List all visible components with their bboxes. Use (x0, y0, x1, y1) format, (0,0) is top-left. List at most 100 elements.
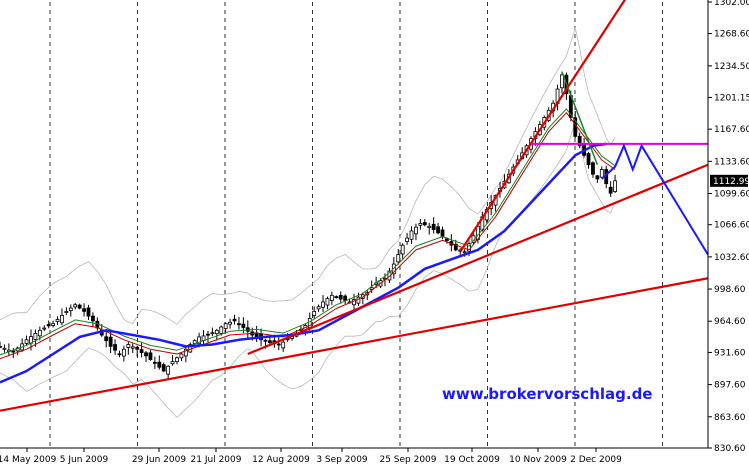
candle-body (130, 346, 135, 349)
candle-body (179, 353, 184, 359)
candle-body (613, 180, 617, 192)
candle-body (108, 336, 113, 347)
candle-body (586, 153, 591, 166)
x-tick-label: 5 Jun 2009 (60, 455, 109, 464)
x-tick-label: 14 May 2009 (0, 455, 57, 464)
candle-body (117, 353, 122, 356)
candle-body (139, 349, 144, 353)
candle-body (0, 345, 2, 348)
candle-body (77, 304, 82, 309)
candle-body (37, 329, 42, 337)
candle-body (144, 352, 148, 357)
candle-body (183, 348, 188, 357)
axes (0, 0, 709, 449)
candle-body (338, 294, 343, 300)
candle-body (60, 315, 64, 324)
y-tick-label: 1066.60 (714, 221, 749, 231)
candle-body (82, 308, 86, 312)
candle-body (42, 327, 47, 330)
candle-body (157, 361, 162, 368)
y-tick-label: 964.60 (714, 317, 746, 327)
candle-body (228, 321, 233, 325)
annotation-lines (0, 0, 709, 412)
candle-body (223, 323, 228, 329)
candle-body (170, 361, 175, 365)
candle-body (595, 175, 600, 180)
candle-body (577, 135, 582, 147)
x-tick-label: 12 Aug 2009 (252, 455, 310, 464)
candle-body (599, 169, 604, 178)
candle-body (241, 323, 246, 328)
y-axis-ticks: 1302.00 1268.60 1234.50 1201.15 1167.60 1133.… (708, 0, 749, 454)
candle-body (33, 333, 38, 340)
candle-body (24, 339, 29, 344)
candle-body (409, 230, 414, 240)
forecast-path (601, 143, 709, 256)
candle-body (210, 332, 215, 335)
y-tick-label: 998.60 (714, 285, 746, 295)
candle-body (64, 310, 69, 313)
candle-body (453, 243, 458, 251)
candle-body (175, 357, 179, 362)
candle-body (418, 222, 423, 226)
trendline-green (561, 71, 599, 165)
candle-body (11, 350, 16, 353)
candle-body (148, 352, 153, 361)
candle-body (329, 294, 334, 301)
y-tick-label: 1234.50 (714, 62, 749, 72)
candle-body (122, 348, 126, 357)
candle-body (560, 74, 564, 89)
watermark-text: www.brokervorschlag.de (442, 385, 652, 403)
candle-body (206, 333, 210, 336)
candle-body (55, 319, 60, 323)
candle-body (161, 364, 166, 372)
candle-body (214, 329, 219, 335)
candle-body (422, 222, 427, 226)
candle-body (135, 346, 140, 350)
candle-body (166, 365, 171, 375)
candle-body (316, 306, 321, 310)
y-tick-label: 931.60 (714, 348, 746, 358)
x-tick-label: 10 Nov 2009 (509, 455, 567, 464)
candle-body (46, 324, 51, 327)
vertical-gridlines (49, 2, 663, 448)
x-tick-label: 19 Oct 2009 (444, 455, 500, 464)
y-tick-label: 1201.15 (714, 93, 749, 103)
candle-body (414, 226, 418, 235)
y-tick-label: 1302.00 (714, 0, 749, 8)
current-price-marker: 1112.99 (710, 174, 749, 187)
trendline-red (459, 0, 627, 253)
y-tick-label: 897.60 (714, 381, 746, 391)
candle-body (325, 298, 330, 306)
candle-body (126, 344, 131, 348)
candle-body (436, 226, 440, 234)
fast-moving-average (0, 112, 616, 360)
candle-body (391, 263, 396, 275)
candle-body (591, 162, 595, 175)
x-tick-label: 29 Jun 2009 (132, 455, 186, 464)
x-tick-label: 21 Jul 2009 (191, 455, 242, 464)
candle-body (73, 304, 78, 308)
medium-moving-average (0, 108, 616, 356)
x-tick-label: 3 Sep 2009 (316, 455, 368, 464)
candle-body (91, 315, 95, 322)
candle-body (68, 307, 73, 312)
candle-body (352, 299, 356, 306)
candle-body (281, 341, 286, 349)
candle-body (462, 251, 467, 254)
candle-body (608, 186, 613, 194)
candle-body (86, 307, 91, 317)
candle-body (51, 323, 55, 326)
candle-body (152, 361, 157, 364)
candle-body (197, 336, 202, 345)
x-tick-label: 2 Dec 2009 (570, 455, 622, 464)
upper-band (0, 26, 616, 325)
candle-body (237, 323, 241, 326)
y-tick-label: 863.60 (714, 413, 746, 423)
candle-body (263, 339, 268, 342)
trendline-red (0, 277, 709, 412)
x-tick-label: 25 Sep 2009 (379, 455, 436, 464)
trendline-red (247, 163, 709, 355)
candle-body (232, 318, 237, 322)
